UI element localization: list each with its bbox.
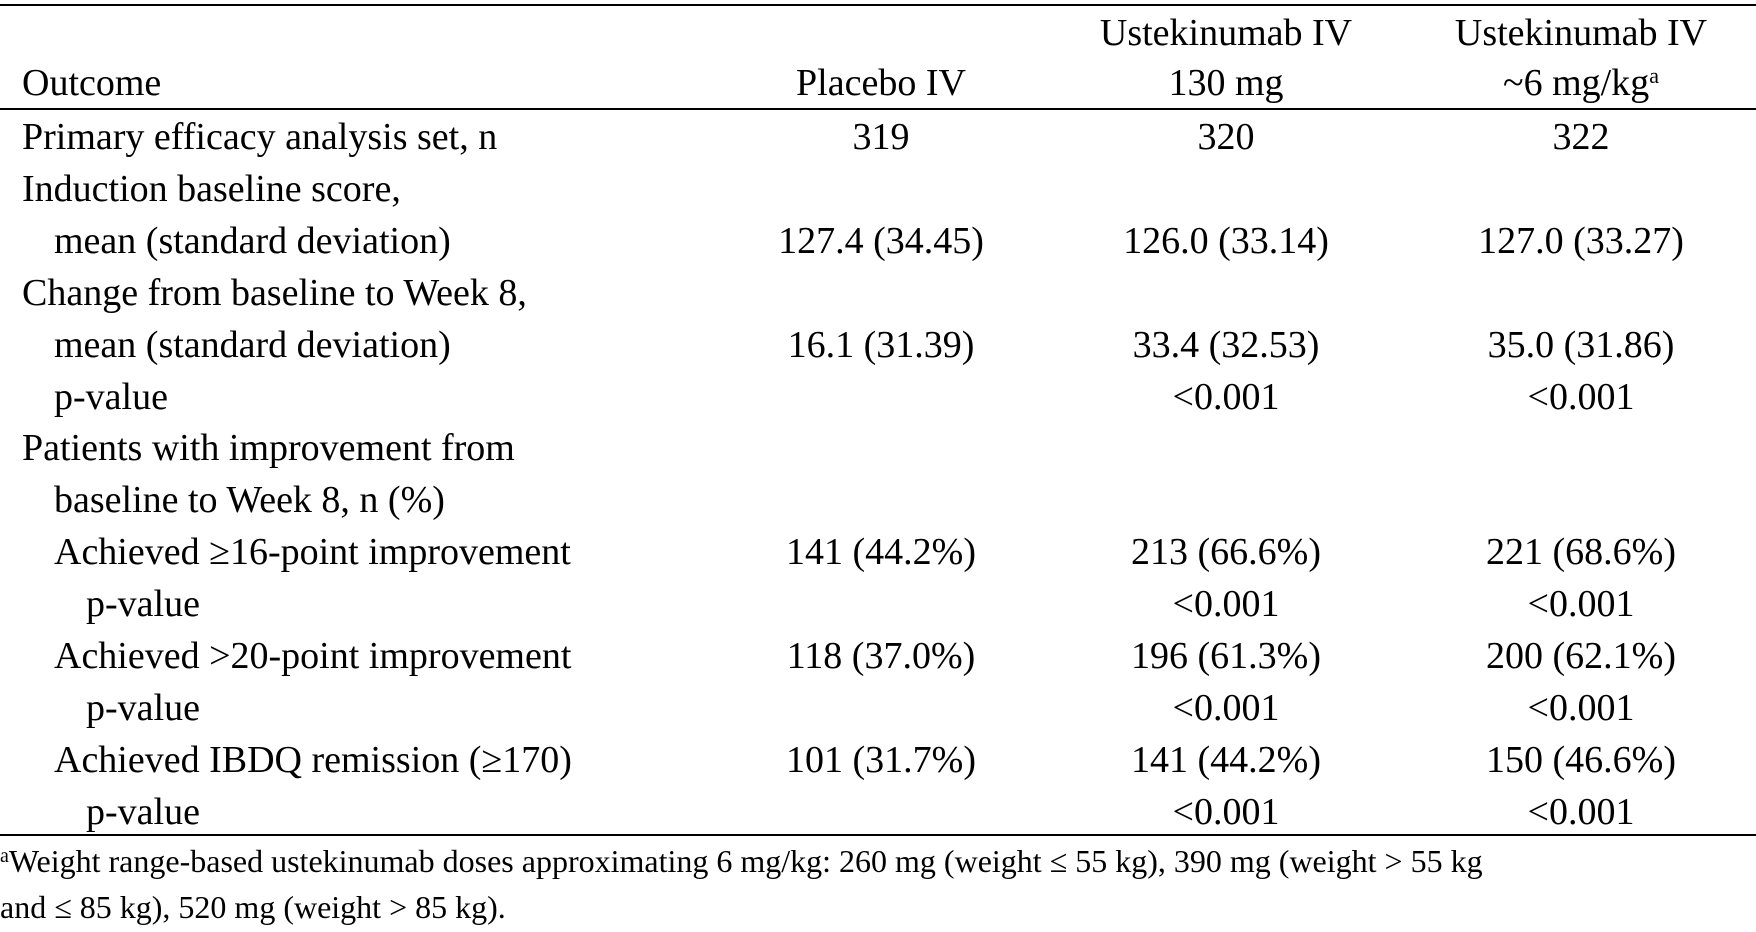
cell-ust6: <0.001 — [1527, 375, 1635, 418]
table-row: p-value <0.001 <0.001 — [0, 683, 1756, 735]
cell-placebo: 141 (44.2%) — [786, 531, 976, 574]
footnote-line-2: and ≤ 85 kg), 520 mg (weight > 85 kg). — [0, 884, 1756, 930]
header-ust6-line1: Ustekinumab IV — [1406, 8, 1756, 58]
cell-placebo — [716, 164, 1046, 216]
table-row: Primary efficacy analysis set, n 319 320… — [0, 108, 1756, 164]
header-ust130-line1: Ustekinumab IV — [1046, 8, 1406, 58]
row-label: Achieved IBDQ remission (≥170) — [54, 738, 572, 781]
cell-ust130 — [1046, 423, 1406, 475]
cell-ust130: <0.001 — [1172, 790, 1280, 833]
footnote-line-1: aWeight range-based ustekinumab doses ap… — [0, 838, 1756, 884]
header-ust6-name: Ustekinumab IV — [1454, 12, 1708, 54]
row-label: p-value — [54, 375, 168, 418]
cell-placebo — [716, 423, 1046, 475]
cell-ust6: 127.0 (33.27) — [1478, 219, 1684, 262]
row-label: p-value — [86, 790, 200, 833]
cell-ust6: <0.001 — [1527, 686, 1635, 729]
cell-placebo: 127.4 (34.45) — [778, 219, 984, 262]
table-row: Achieved IBDQ remission (≥170) 101 (31.7… — [0, 735, 1756, 787]
row-label: Achieved ≥16-point improvement — [54, 531, 571, 574]
table-row: p-value <0.001 <0.001 — [0, 579, 1756, 631]
table-row: Change from baseline to Week 8, — [0, 268, 1756, 320]
cell-placebo — [716, 372, 1046, 424]
cell-ust6: 35.0 (31.86) — [1487, 323, 1675, 366]
row-label: Primary efficacy analysis set, n — [22, 116, 498, 158]
cell-placebo: 16.1 (31.39) — [787, 323, 975, 366]
cell-ust130: <0.001 — [1172, 686, 1280, 729]
table-row: p-value <0.001 <0.001 — [0, 372, 1756, 424]
row-label: p-value — [86, 686, 200, 729]
footnote-text-2: and ≤ 85 kg), 520 mg (weight > 85 kg). — [0, 889, 506, 925]
cell-placebo: 118 (37.0%) — [786, 635, 976, 678]
table-top-rule — [0, 4, 1756, 6]
cell-ust130: <0.001 — [1172, 375, 1280, 418]
row-label: Change from baseline to Week 8, — [22, 271, 527, 314]
header-ust6-dose: ~6 mg/kg — [1503, 62, 1650, 104]
cell-ust6: <0.001 — [1527, 790, 1635, 833]
cell-ust130: <0.001 — [1172, 583, 1280, 626]
cell-ust6: 200 (62.1%) — [1486, 635, 1676, 678]
cell-placebo — [716, 268, 1046, 320]
table-row: Achieved >20-point improvement 118 (37.0… — [0, 631, 1756, 683]
cell-ust130 — [1046, 268, 1406, 320]
cell-ust6: <0.001 — [1527, 583, 1635, 626]
header-placebo: Placebo IV — [716, 58, 1046, 108]
cell-ust130: 126.0 (33.14) — [1123, 219, 1329, 262]
header-outcome-label: Outcome — [22, 62, 162, 104]
cell-ust6 — [1406, 423, 1756, 475]
row-label: mean (standard deviation) — [54, 219, 451, 262]
cell-placebo — [716, 683, 1046, 735]
cell-ust6 — [1406, 475, 1756, 527]
header-placebo-top — [716, 8, 1046, 58]
table-header-rule — [0, 108, 1756, 110]
row-label: mean (standard deviation) — [54, 323, 451, 366]
cell-ust6: 150 (46.6%) — [1486, 738, 1676, 781]
table-row: mean (standard deviation) 16.1 (31.39) 3… — [0, 320, 1756, 372]
table-bottom-rule — [0, 834, 1756, 836]
row-label: baseline to Week 8, n (%) — [54, 479, 445, 522]
cell-ust6: 221 (68.6%) — [1486, 531, 1676, 574]
row-label: Induction baseline score, — [22, 167, 401, 210]
cell-ust130: 320 — [1197, 116, 1255, 158]
table-header: Outcome Ustekinumab IV Ustekinumab IV Pl… — [0, 8, 1756, 108]
cell-ust130: 213 (66.6%) — [1131, 531, 1321, 574]
table-row: Patients with improvement from — [0, 423, 1756, 475]
cell-ust6: 322 — [1552, 116, 1610, 158]
header-outcome: Outcome — [0, 8, 716, 108]
row-label: Patients with improvement from — [22, 427, 515, 470]
header-ust6-line2: ~6 mg/kga — [1406, 58, 1756, 108]
header-ust130-dose: 130 mg — [1168, 62, 1284, 104]
table-row: baseline to Week 8, n (%) — [0, 475, 1756, 527]
row-label: Achieved >20-point improvement — [54, 635, 572, 678]
table-body: Primary efficacy analysis set, n 319 320… — [0, 108, 1756, 839]
cell-ust130: 196 (61.3%) — [1131, 635, 1321, 678]
cell-placebo — [716, 787, 1046, 839]
table-row: Achieved ≥16-point improvement 141 (44.2… — [0, 527, 1756, 579]
outcomes-table: Outcome Ustekinumab IV Ustekinumab IV Pl… — [0, 8, 1756, 839]
cell-placebo — [716, 579, 1046, 631]
cell-ust130 — [1046, 164, 1406, 216]
footnote-text-1: Weight range-based ustekinumab doses app… — [8, 843, 1483, 879]
header-ust130-name: Ustekinumab IV — [1099, 12, 1353, 54]
table-row: mean (standard deviation) 127.4 (34.45) … — [0, 216, 1756, 268]
row-label: p-value — [86, 583, 200, 626]
header-placebo-label: Placebo IV — [796, 62, 966, 104]
cell-ust6 — [1406, 164, 1756, 216]
table-row: p-value <0.001 <0.001 — [0, 787, 1756, 839]
footnote-mark: a — [0, 845, 9, 867]
cell-placebo: 319 — [852, 116, 910, 158]
table-footnote: aWeight range-based ustekinumab doses ap… — [0, 838, 1756, 930]
cell-placebo — [716, 475, 1046, 527]
cell-placebo: 101 (31.7%) — [786, 738, 976, 781]
cell-ust6 — [1406, 268, 1756, 320]
footnote-mark: a — [1649, 63, 1659, 88]
cell-ust130: 141 (44.2%) — [1131, 738, 1321, 781]
table-row: Induction baseline score, — [0, 164, 1756, 216]
cell-ust130 — [1046, 475, 1406, 527]
header-ust130-line2: 130 mg — [1046, 58, 1406, 108]
cell-ust130: 33.4 (32.53) — [1132, 323, 1320, 366]
